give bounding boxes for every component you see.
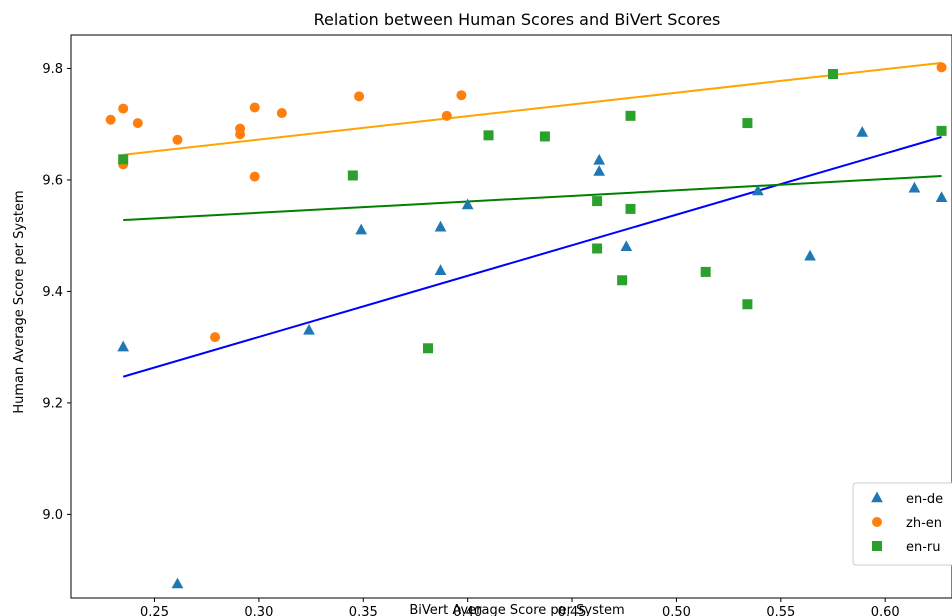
data-point-en-ru (539, 131, 550, 142)
data-point-zh-en (441, 110, 452, 121)
data-point-en-ru (936, 125, 947, 136)
x-tick-label: 0.25 (140, 605, 169, 616)
data-point-zh-en (105, 114, 116, 125)
data-point-en-de (434, 264, 447, 276)
y-tick-label: 9.8 (42, 62, 63, 77)
data-point-zh-en (172, 134, 183, 145)
legend-marker-zh-en (872, 517, 882, 527)
legend-marker-en-ru (872, 541, 882, 551)
x-tick-label: 0.35 (349, 605, 378, 616)
data-point-en-de (751, 184, 764, 196)
y-tick-label: 9.4 (42, 285, 63, 300)
data-point-en-de (593, 165, 606, 176)
regression-line-en-de (122, 136, 942, 378)
legend-label-zh-en: zh-en (906, 516, 942, 531)
data-point-zh-en (936, 62, 947, 73)
x-tick-label: 0.30 (244, 605, 273, 616)
data-point-zh-en (118, 103, 129, 114)
data-point-zh-en (354, 91, 365, 102)
y-tick-label: 9.0 (42, 508, 63, 523)
data-point-zh-en (249, 171, 260, 182)
legend-marker-en-de (871, 491, 883, 503)
series-en-de (117, 126, 948, 589)
data-point-en-ru (625, 203, 636, 214)
y-axis: 9.0 9.2 9.4 9.6 9.8 (42, 62, 71, 523)
data-point-zh-en (456, 90, 467, 101)
plot-area (70, 34, 952, 599)
x-tick-label: 0.50 (662, 605, 691, 616)
regression-line-en-ru (123, 175, 942, 222)
data-point-en-ru (828, 69, 839, 80)
data-point-en-de (908, 181, 921, 193)
data-point-en-ru (742, 118, 753, 129)
data-point-en-de (117, 340, 130, 352)
data-markers (105, 62, 948, 589)
data-point-en-ru (483, 130, 494, 141)
data-point-en-ru (422, 343, 433, 354)
chart-title: Relation between Human Scores and BiVert… (314, 10, 721, 29)
data-point-en-ru (592, 243, 603, 254)
legend: en-de zh-en en-ru (852, 482, 952, 566)
x-tick-label: 0.40 (453, 605, 482, 616)
data-point-zh-en (276, 108, 287, 119)
y-tick-label: 9.2 (42, 396, 63, 411)
data-point-en-de (935, 191, 948, 202)
y-tick-label: 9.6 (42, 173, 63, 188)
data-point-en-ru (118, 154, 129, 165)
series-en-ru (118, 69, 947, 354)
y-axis-label: Human Average Score per System (12, 190, 27, 413)
data-point-zh-en (132, 118, 143, 129)
x-tick-label: 0.45 (558, 605, 587, 616)
series-zh-en (105, 62, 947, 343)
x-axis: 0.25 0.30 0.35 0.40 0.45 0.50 0.55 0.60 (140, 598, 900, 616)
data-point-zh-en (210, 332, 221, 343)
data-point-en-de (434, 220, 447, 232)
x-tick-label: 0.60 (871, 605, 900, 616)
legend-label-en-de: en-de (906, 492, 943, 507)
data-point-en-de (355, 223, 368, 235)
data-point-en-ru (700, 266, 711, 277)
data-point-en-ru (347, 170, 358, 181)
data-point-en-de (620, 240, 633, 252)
plot-frame (70, 34, 952, 599)
data-point-en-ru (625, 110, 636, 121)
x-axis-label: BiVert Average Score per System (409, 603, 624, 616)
legend-label-en-ru: en-ru (906, 540, 941, 555)
data-point-zh-en (235, 129, 246, 140)
data-point-en-ru (592, 196, 603, 207)
data-point-en-de (171, 577, 184, 589)
regression-line-zh-en (123, 61, 942, 156)
data-point-en-ru (617, 275, 628, 286)
data-point-zh-en (249, 102, 260, 113)
data-point-en-de (461, 198, 474, 210)
data-point-en-de (856, 126, 869, 137)
data-point-en-ru (742, 299, 753, 310)
regression-lines (122, 61, 942, 378)
data-point-en-de (804, 249, 816, 261)
x-tick-label: 0.55 (766, 605, 795, 616)
data-point-en-de (593, 153, 606, 165)
data-point-en-de (303, 323, 315, 335)
